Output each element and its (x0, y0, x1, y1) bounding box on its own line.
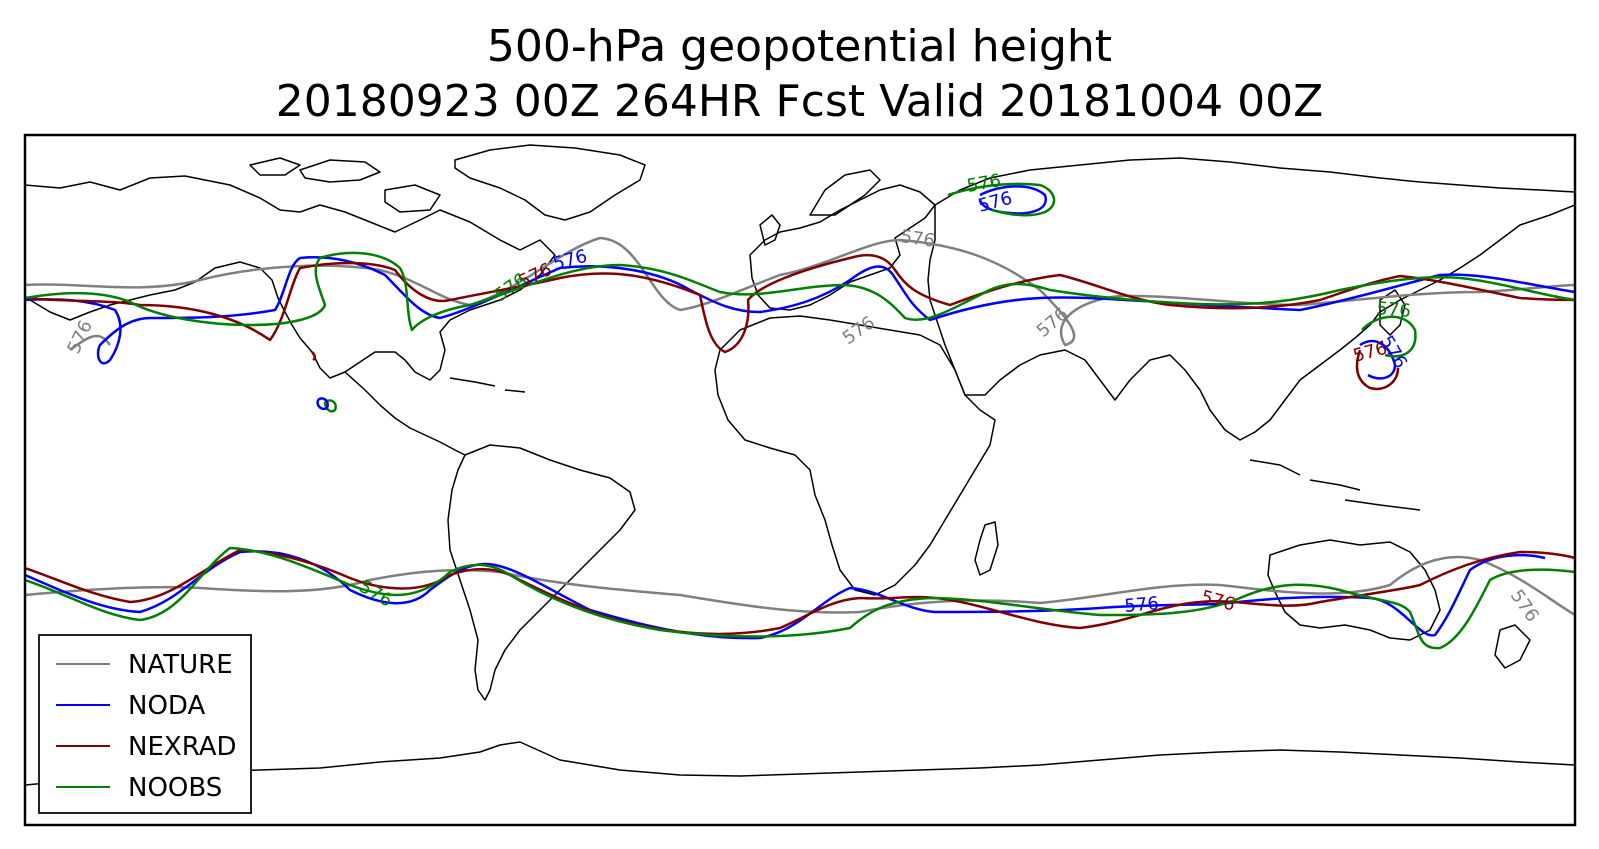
coastline-central-america (344, 371, 466, 456)
contour-noobs-576-japan (1361, 315, 1417, 358)
contour-label: 576 (1376, 298, 1412, 322)
legend-label: NEXRAD (128, 732, 237, 762)
legend-line-noda (56, 704, 110, 706)
legend-item-nature: NATURE (40, 644, 250, 684)
contour-noobs-576-russia (947, 182, 1056, 217)
contour-nature-576-west (69, 334, 112, 352)
coastline-japan (1379, 289, 1406, 336)
legend: NATURE NODA NEXRAD NOOBS (38, 634, 252, 814)
contour-noobs-576-south (25, 546, 1575, 650)
legend-label: NOOBS (128, 773, 223, 803)
contour-nexrad-576-japan (1355, 349, 1400, 391)
coastline-europe (749, 184, 936, 311)
coastline-caribbean (449, 377, 526, 393)
coastline-new-zealand (1494, 624, 1531, 669)
coastline-africa (714, 315, 996, 596)
contour-nature-576-south (25, 555, 1575, 617)
contour-noda-pacific (316, 397, 329, 411)
coastline-north-america (25, 175, 556, 381)
legend-label: NATURE (128, 650, 233, 680)
map-frame (25, 135, 1575, 825)
contour-label: 576 (1124, 593, 1160, 617)
coastline-asia (927, 157, 1575, 441)
legend-item-nexrad: NEXRAD (40, 726, 250, 766)
legend-item-noobs: NOOBS (40, 767, 250, 807)
legend-line-noobs (56, 786, 110, 788)
legend-label: NODA (128, 691, 206, 721)
contour-noda-576-japan (1359, 339, 1397, 380)
coastline-antarctica (25, 741, 1575, 786)
legend-line-nature (56, 663, 110, 665)
coastline-madagascar (974, 521, 999, 576)
contour-noda-576-russia (978, 185, 1047, 215)
coastline-uk (759, 214, 781, 246)
chart-title: 500-hPa geopotential height (486, 21, 1113, 72)
legend-line-nexrad (56, 745, 110, 747)
contours (25, 182, 1575, 650)
contour-noobs-576 (25, 251, 1575, 332)
contour-label: 576 (899, 226, 936, 252)
coastline-arctic-islands (249, 157, 441, 213)
legend-item-noda: NODA (40, 685, 250, 725)
contour-nexrad-576-south (25, 548, 1575, 636)
coastline-greenland (454, 144, 646, 221)
contour-nexrad-576 (25, 253, 1575, 354)
map-border (23, 133, 1577, 827)
contour-nexrad-mexico (311, 351, 317, 362)
coastline-scandinavia (809, 169, 881, 216)
coastline-south-america (447, 444, 636, 701)
coastline-southeast-asia-islands (1249, 459, 1421, 511)
coastlines (25, 144, 1575, 786)
chart-subtitle: 20180923 00Z 264HR Fcst Valid 20181004 0… (275, 76, 1324, 127)
